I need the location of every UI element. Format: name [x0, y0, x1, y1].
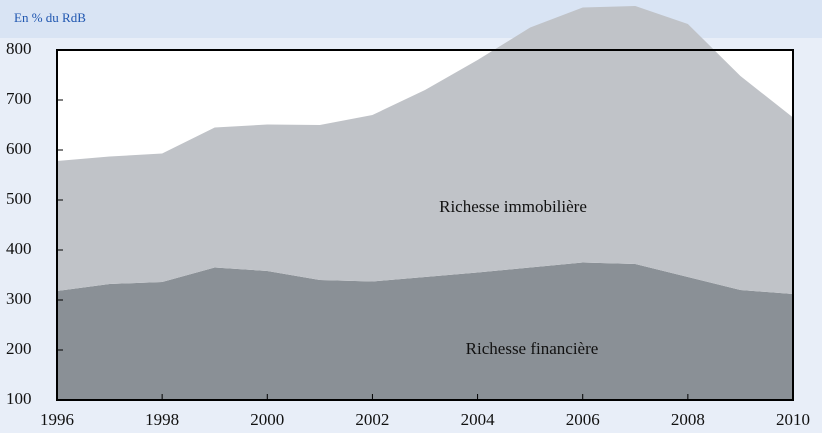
y-tick-label: 300	[6, 289, 32, 308]
y-tick-label: 200	[6, 339, 32, 358]
x-tick-label: 1998	[145, 410, 179, 429]
y-tick-label: 500	[6, 189, 32, 208]
area	[57, 262, 793, 400]
x-tick-label: 2006	[566, 410, 600, 429]
x-tick-label: 2002	[355, 410, 389, 429]
header-band	[0, 0, 822, 38]
y-tick-label: 600	[6, 139, 32, 158]
x-tick-label: 2000	[250, 410, 284, 429]
y-tick-label: 700	[6, 89, 32, 108]
plot-frame	[56, 49, 794, 401]
y-tick-label: 800	[6, 39, 32, 58]
area	[57, 6, 793, 294]
chart-subtitle: En % du RdB	[14, 10, 86, 25]
series-label: Richesse immobilière	[439, 197, 587, 216]
y-tick-label: 400	[6, 239, 32, 258]
x-tick-label: 2008	[671, 410, 705, 429]
x-tick-label: 1996	[40, 410, 74, 429]
x-tick-label: 2010	[776, 410, 810, 429]
y-tick-label: 100	[6, 389, 32, 408]
series-label: Richesse financière	[466, 339, 599, 358]
x-tick-label: 2004	[461, 410, 496, 429]
